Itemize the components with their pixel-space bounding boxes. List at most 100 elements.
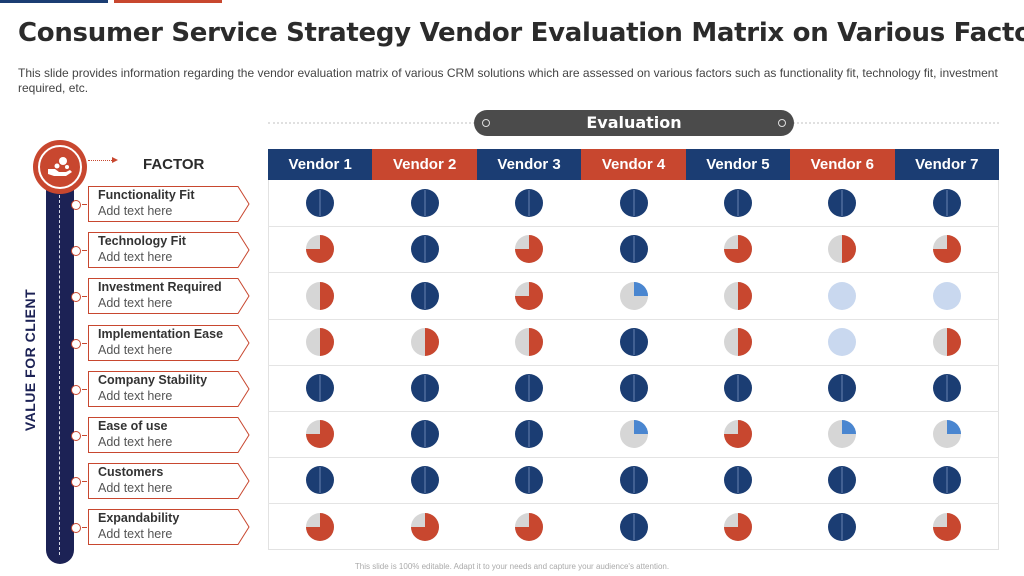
rating-full-icon bbox=[828, 466, 857, 495]
factor-placeholder: Add text here bbox=[98, 481, 173, 496]
factor-name: Expandability bbox=[98, 511, 180, 526]
rating-light-icon bbox=[828, 281, 857, 310]
factor-item: Customers Add text here bbox=[88, 463, 250, 500]
factor-item: Technology Fit Add text here bbox=[88, 232, 250, 269]
rating-full-icon bbox=[410, 189, 439, 218]
factor-name: Implementation Ease bbox=[98, 326, 224, 341]
factor-header: FACTOR bbox=[143, 156, 205, 173]
rating-half-icon bbox=[306, 327, 335, 356]
page-title: Consumer Service Strategy Vendor Evaluat… bbox=[18, 18, 1024, 48]
banner-left-dot bbox=[482, 119, 490, 127]
rating-light-icon bbox=[932, 281, 961, 310]
value-for-client-bar bbox=[46, 178, 74, 564]
evaluation-label: Evaluation bbox=[586, 113, 682, 132]
rating-light-icon bbox=[828, 327, 857, 356]
factor-name: Functionality Fit bbox=[98, 188, 195, 202]
rating-full-icon bbox=[515, 189, 544, 218]
rating-full-icon bbox=[619, 189, 648, 218]
rating-full-icon bbox=[723, 373, 752, 402]
vendor-header-5: Vendor 5 bbox=[685, 149, 791, 180]
factor-connector-dot bbox=[71, 477, 87, 488]
rating-full-icon bbox=[932, 466, 961, 495]
evaluation-banner: Evaluation bbox=[474, 110, 794, 136]
rating-three-quarter-icon bbox=[515, 512, 544, 541]
rating-quarter-icon bbox=[619, 281, 648, 310]
rating-three-quarter-icon bbox=[723, 420, 752, 449]
rating-full-icon bbox=[619, 373, 648, 402]
factor-name: Customers bbox=[98, 465, 164, 480]
factor-connector-dot bbox=[71, 246, 87, 257]
factor-item: Investment Required Add text here bbox=[88, 278, 250, 315]
rating-full-icon bbox=[410, 373, 439, 402]
rating-three-quarter-icon bbox=[515, 235, 544, 264]
rating-full-icon bbox=[932, 189, 961, 218]
handshake-money-icon bbox=[38, 145, 82, 189]
rating-three-quarter-icon bbox=[932, 512, 961, 541]
badge-arrow bbox=[88, 157, 118, 163]
factor-name: Ease of use bbox=[98, 419, 168, 433]
rating-quarter-icon bbox=[828, 420, 857, 449]
rating-full-icon bbox=[619, 512, 648, 541]
rating-three-quarter-icon bbox=[723, 512, 752, 541]
rating-full-icon bbox=[828, 189, 857, 218]
rating-three-quarter-icon bbox=[723, 235, 752, 264]
top-accent-red bbox=[114, 0, 222, 3]
rating-full-icon bbox=[515, 466, 544, 495]
factor-name: Investment Required bbox=[98, 280, 222, 295]
rating-three-quarter-icon bbox=[306, 420, 335, 449]
factor-connector-dot bbox=[71, 338, 87, 349]
row-divider bbox=[268, 364, 999, 366]
factor-name: Technology Fit bbox=[98, 234, 186, 249]
factor-placeholder: Add text here bbox=[98, 435, 173, 449]
rating-quarter-icon bbox=[932, 420, 961, 449]
vendor-header-1: Vendor 1 bbox=[268, 149, 373, 180]
rating-half-icon bbox=[828, 235, 857, 264]
factor-item: Company Stability Add text here bbox=[88, 370, 250, 407]
bar-dashed-line bbox=[59, 195, 60, 555]
rating-quarter-icon bbox=[619, 420, 648, 449]
rating-full-icon bbox=[619, 327, 648, 356]
rating-full-icon bbox=[410, 420, 439, 449]
vendor-header-2: Vendor 2 bbox=[372, 149, 477, 180]
factor-badge bbox=[33, 140, 87, 194]
factor-item: Ease of use Add text here bbox=[88, 417, 250, 453]
vendor-header-3: Vendor 3 bbox=[476, 149, 582, 180]
vendor-header-7: Vendor 7 bbox=[894, 149, 999, 180]
rating-full-icon bbox=[515, 420, 544, 449]
factor-placeholder: Add text here bbox=[98, 527, 173, 542]
rating-half-icon bbox=[306, 281, 335, 310]
rating-three-quarter-icon bbox=[306, 235, 335, 264]
rating-three-quarter-icon bbox=[932, 235, 961, 264]
rating-full-icon bbox=[410, 235, 439, 264]
rating-full-icon bbox=[306, 373, 335, 402]
rating-full-icon bbox=[306, 466, 335, 495]
top-accent-navy bbox=[0, 0, 108, 3]
row-divider bbox=[268, 272, 999, 274]
factor-name: Company Stability bbox=[98, 372, 208, 387]
factor-connector-dot bbox=[71, 384, 87, 395]
rating-full-icon bbox=[619, 235, 648, 264]
rating-three-quarter-icon bbox=[306, 512, 335, 541]
factor-connector-dot bbox=[71, 523, 87, 534]
rating-half-icon bbox=[723, 327, 752, 356]
rating-half-icon bbox=[515, 327, 544, 356]
factor-item: Functionality Fit Add text here bbox=[88, 186, 250, 222]
row-divider bbox=[268, 503, 999, 505]
rating-full-icon bbox=[410, 281, 439, 310]
factor-item: Expandability Add text here bbox=[88, 509, 250, 546]
factor-placeholder: Add text here bbox=[98, 342, 173, 357]
factor-connector-dot bbox=[71, 292, 87, 303]
row-divider bbox=[268, 318, 999, 320]
rating-three-quarter-icon bbox=[515, 281, 544, 310]
factor-item: Implementation Ease Add text here bbox=[88, 324, 250, 361]
rating-half-icon bbox=[410, 327, 439, 356]
factor-placeholder: Add text here bbox=[98, 250, 173, 265]
rating-full-icon bbox=[723, 466, 752, 495]
row-divider bbox=[268, 226, 999, 228]
rating-three-quarter-icon bbox=[410, 512, 439, 541]
page-subtitle: This slide provides information regardin… bbox=[18, 66, 998, 95]
row-divider bbox=[268, 457, 999, 459]
rating-full-icon bbox=[828, 373, 857, 402]
rating-full-icon bbox=[828, 512, 857, 541]
rating-full-icon bbox=[306, 189, 335, 218]
